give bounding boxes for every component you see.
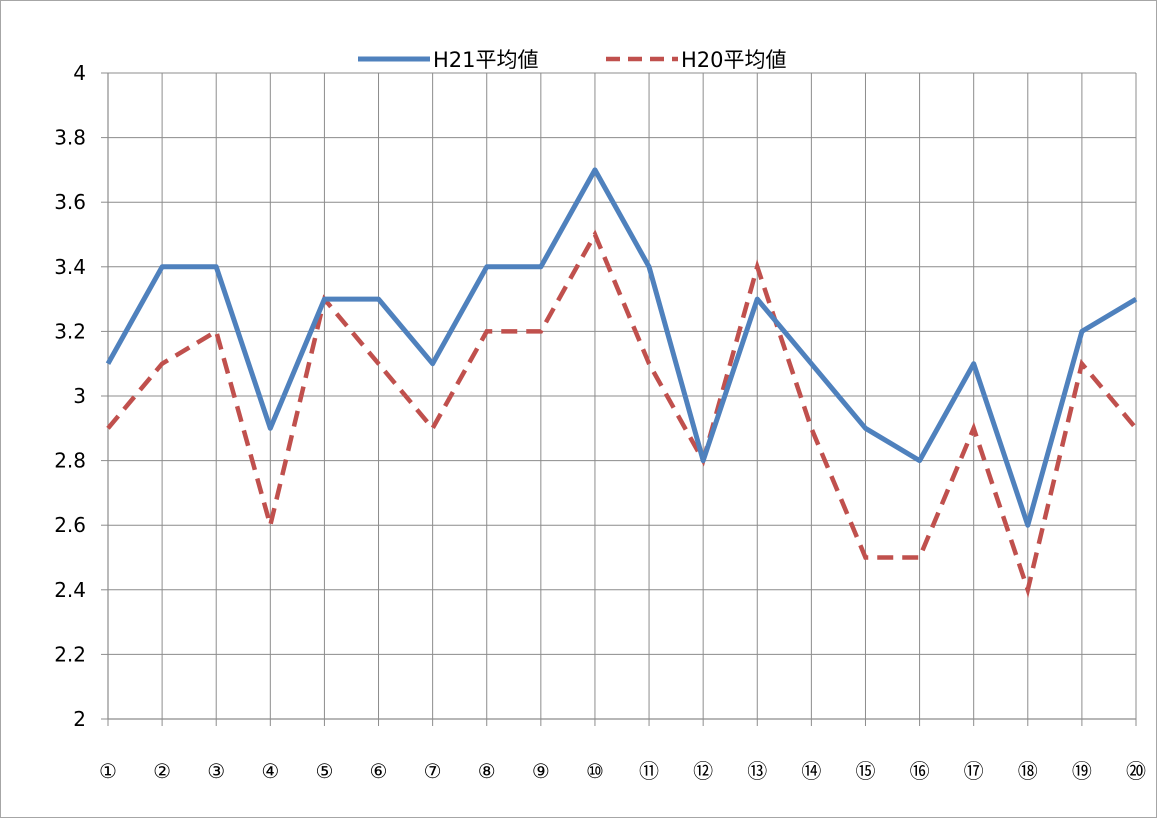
- legend: H21平均値 H20平均値: [358, 48, 787, 72]
- data-point: [1027, 524, 1029, 526]
- data-point: [540, 330, 542, 332]
- data-point: [1135, 298, 1137, 300]
- y-tick-label: 3.8: [54, 126, 86, 150]
- x-tick-label: ③: [207, 759, 225, 783]
- data-point: [594, 169, 596, 171]
- x-tick-label: ④: [261, 759, 279, 783]
- series-line: [106, 229, 1138, 598]
- data-point: [810, 427, 812, 429]
- y-tick-label: 2.2: [54, 642, 86, 666]
- data-point: [269, 427, 271, 429]
- x-tick-label: ⑤: [315, 759, 333, 783]
- x-axis-tick-labels: ① ② ③ ④ ⑤ ⑥ ⑦ ⑧ ⑨ ⑩ ⑪ ⑫ ⑬ ⑭ ⑮ ⑯ ⑰ ⑱ ⑲ ⑳: [99, 759, 1146, 783]
- data-point: [1081, 330, 1083, 332]
- data-point: [648, 266, 650, 268]
- data-point: [973, 427, 975, 429]
- x-tick-label: ①: [99, 759, 117, 783]
- data-point: [215, 266, 217, 268]
- data-point: [864, 427, 866, 429]
- x-tick-label: ⑥: [370, 759, 388, 783]
- x-tick-label: ⑩: [586, 759, 604, 783]
- data-point: [919, 557, 921, 559]
- data-point: [486, 330, 488, 332]
- x-tick-label: ⑦: [424, 759, 442, 783]
- data-point: [919, 460, 921, 462]
- y-tick-label: 3: [73, 384, 86, 408]
- x-tick-label: ⑧: [478, 759, 496, 783]
- y-tick-label: 2.6: [54, 513, 86, 537]
- data-point: [864, 557, 866, 559]
- y-tick-label: 3.6: [54, 190, 86, 214]
- series-line: [105, 167, 1138, 528]
- y-tick-label: 2: [73, 707, 86, 731]
- series-lines: [105, 167, 1138, 598]
- x-tick-label: ⑫: [693, 759, 713, 783]
- x-tick-label: ⑰: [964, 759, 984, 783]
- x-tick-label: ⑮: [855, 759, 875, 783]
- data-point: [432, 427, 434, 429]
- data-point: [1081, 363, 1083, 365]
- legend-label: H20平均値: [681, 48, 787, 72]
- data-point: [269, 524, 271, 526]
- gridlines: [107, 72, 1137, 720]
- y-tick-label: 3.4: [54, 255, 86, 279]
- data-point: [161, 363, 163, 365]
- data-point: [810, 363, 812, 365]
- data-point: [378, 298, 380, 300]
- data-point: [756, 266, 758, 268]
- x-tick-label: ⑭: [801, 759, 821, 783]
- x-tick-label: ⑬: [747, 759, 767, 783]
- x-tick-label: ⑨: [532, 759, 550, 783]
- y-tick-label: 2.4: [54, 578, 86, 602]
- data-point: [215, 330, 217, 332]
- legend-label: H21平均値: [433, 48, 539, 72]
- data-point: [161, 266, 163, 268]
- x-tick-label: ②: [153, 759, 171, 783]
- data-point: [702, 460, 704, 462]
- x-tick-label: ⑲: [1072, 759, 1092, 783]
- data-point: [107, 427, 109, 429]
- y-axis-tick-labels: 2 2.2 2.4 2.6 2.8 3 3.2 3.4 3.6 3.8 4: [54, 61, 86, 731]
- y-tick-label: 3.2: [54, 319, 86, 343]
- data-point: [973, 363, 975, 365]
- data-point: [1135, 427, 1137, 429]
- x-tick-label: ⑪: [639, 759, 659, 783]
- data-point: [107, 363, 109, 365]
- data-point: [432, 363, 434, 365]
- data-point: [540, 266, 542, 268]
- data-point: [756, 298, 758, 300]
- axes: [101, 72, 1137, 726]
- data-point: [378, 363, 380, 365]
- data-point: [648, 363, 650, 365]
- data-point: [1027, 589, 1029, 591]
- x-tick-label: ⑳: [1126, 759, 1146, 783]
- data-point: [323, 298, 325, 300]
- x-tick-label: ⑯: [910, 759, 930, 783]
- y-tick-label: 4: [73, 61, 86, 85]
- series-points: [107, 234, 1137, 591]
- data-point: [486, 266, 488, 268]
- data-point: [594, 234, 596, 236]
- y-tick-label: 2.8: [54, 449, 86, 473]
- x-tick-label: ⑱: [1018, 759, 1038, 783]
